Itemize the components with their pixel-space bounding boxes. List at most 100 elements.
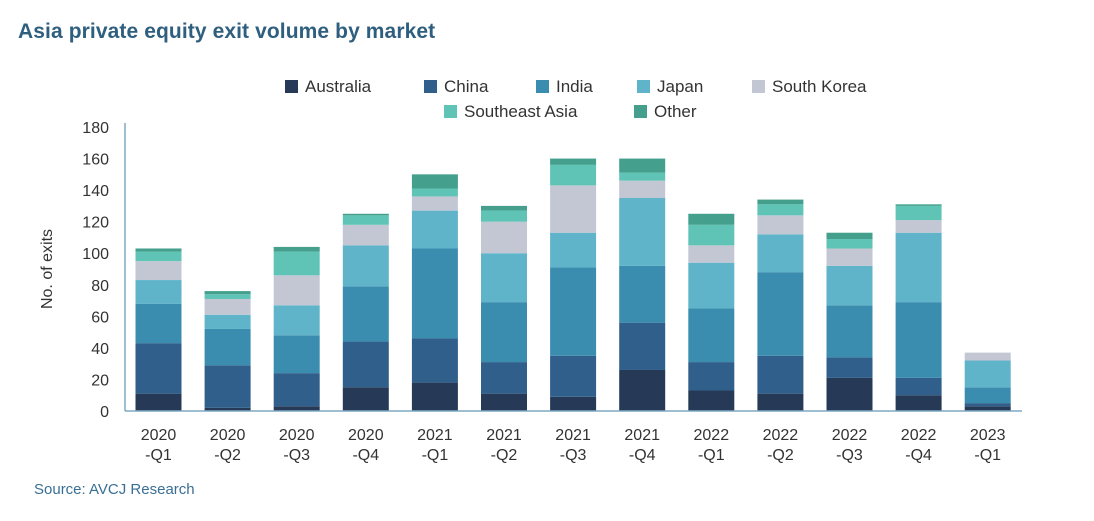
bar-japan-2022-q4 bbox=[895, 232, 942, 303]
legend-swatch-china bbox=[424, 80, 437, 93]
y-axis-label: No. of exits bbox=[39, 229, 56, 309]
bar-china-2021-q1 bbox=[411, 338, 458, 383]
bar-other-2021-q2 bbox=[481, 205, 527, 211]
bar-india-2021-q1 bbox=[411, 248, 458, 339]
bar-japan-2023-q1 bbox=[964, 360, 1011, 388]
legend-label-china: China bbox=[444, 77, 489, 96]
legend-swatch-japan bbox=[637, 80, 650, 93]
legend-label-southeast-asia: Southeast Asia bbox=[464, 102, 578, 121]
x-tick-label: 2021 bbox=[417, 427, 453, 444]
x-tick-label: -Q3 bbox=[560, 447, 587, 464]
bar-other-2022-q4 bbox=[895, 204, 942, 206]
bar-south-korea-2023-q1 bbox=[964, 352, 1011, 361]
bar-japan-2022-q1 bbox=[688, 262, 735, 309]
bar-india-2022-q1 bbox=[688, 308, 735, 363]
legend-label-other: Other bbox=[654, 102, 697, 121]
bar-china-2020-q3 bbox=[273, 373, 320, 407]
x-tick-label: -Q2 bbox=[491, 447, 518, 464]
bar-south-korea-2021-q2 bbox=[481, 221, 527, 254]
bar-other-2022-q3 bbox=[826, 232, 873, 240]
y-tick-label: 120 bbox=[82, 215, 109, 232]
y-tick-label: 140 bbox=[82, 183, 109, 200]
bar-australia-2020-q4 bbox=[342, 387, 389, 411]
x-axis: 2020 -Q1 2020 -Q2 2020 -Q3 2020 -Q4 2021 -Q1 2021 -… bbox=[125, 410, 1022, 464]
x-tick-label: -Q4 bbox=[905, 447, 932, 464]
legend-label-australia: Australia bbox=[305, 77, 372, 96]
legend-swatch-australia bbox=[285, 80, 298, 93]
x-tick-label: 2020 bbox=[141, 427, 177, 444]
bar-australia-2022-q2 bbox=[757, 393, 804, 411]
y-tick-label: 80 bbox=[91, 278, 109, 295]
bar-australia-2021-q2 bbox=[481, 393, 527, 411]
source-note: Source: AVCJ Research bbox=[34, 481, 195, 498]
bar-south-korea-2021-q3 bbox=[550, 185, 597, 233]
x-tick-label: 2022 bbox=[763, 427, 799, 444]
bar-other-2020-q1 bbox=[135, 248, 182, 252]
bar-japan-2021-q1 bbox=[411, 210, 458, 249]
x-tick-label: -Q3 bbox=[836, 447, 863, 464]
x-tick-label: -Q3 bbox=[283, 447, 310, 464]
x-tick-label: 2022 bbox=[694, 427, 730, 444]
bar-south-korea-2020-q4 bbox=[342, 224, 389, 246]
y-axis: 0 20 40 60 80 100 120 140 160 180 No. of exits bbox=[39, 120, 126, 421]
x-tick-label: -Q1 bbox=[974, 447, 1001, 464]
bar-japan-2020-q3 bbox=[273, 305, 320, 336]
legend: Australia China India Japan South Korea South… bbox=[285, 77, 867, 121]
x-tick-label: -Q2 bbox=[214, 447, 241, 464]
bar-australia-2020-q2 bbox=[204, 407, 251, 411]
bar-china-2020-q1 bbox=[135, 343, 182, 394]
bar-japan-2021-q2 bbox=[481, 253, 527, 303]
y-tick-label: 40 bbox=[91, 341, 109, 358]
bar-india-2020-q2 bbox=[204, 328, 251, 366]
bar-south-korea-2021-q1 bbox=[411, 196, 458, 211]
bar-south-korea-2022-q2 bbox=[757, 215, 804, 235]
bar-china-2020-q2 bbox=[204, 365, 251, 408]
bar-southeast-asia-2020-q3 bbox=[273, 251, 320, 276]
bar-other-2020-q2 bbox=[204, 291, 251, 295]
bar-india-2021-q2 bbox=[481, 302, 527, 363]
bar-other-2021-q3 bbox=[550, 158, 597, 165]
bar-other-2022-q2 bbox=[757, 199, 804, 205]
bar-south-korea-2022-q1 bbox=[688, 245, 735, 263]
bar-south-korea-2020-q1 bbox=[135, 261, 182, 281]
bar-japan-2020-q2 bbox=[204, 314, 251, 329]
x-tick-label: -Q4 bbox=[352, 447, 379, 464]
bar-southeast-asia-2022-q4 bbox=[895, 205, 942, 221]
legend-swatch-other bbox=[634, 105, 647, 118]
x-tick-label: 2020 bbox=[210, 427, 246, 444]
bar-south-korea-2022-q4 bbox=[895, 220, 942, 233]
x-tick-label: 2021 bbox=[624, 427, 660, 444]
legend-label-india: India bbox=[556, 77, 593, 96]
legend-swatch-south-korea bbox=[752, 80, 765, 93]
x-tick-label: -Q1 bbox=[698, 447, 725, 464]
bar-china-2021-q3 bbox=[550, 355, 597, 397]
x-tick-label: 2021 bbox=[486, 427, 522, 444]
bar-other-2020-q4 bbox=[342, 213, 389, 216]
bar-south-korea-2022-q3 bbox=[826, 248, 873, 266]
bar-japan-2020-q4 bbox=[342, 245, 389, 287]
x-tick-label: 2021 bbox=[555, 427, 591, 444]
bar-china-2020-q4 bbox=[342, 341, 389, 388]
bar-japan-2021-q3 bbox=[550, 232, 597, 268]
bar-india-2020-q4 bbox=[342, 286, 389, 342]
bar-india-2022-q2 bbox=[757, 272, 804, 356]
bar-south-korea-2020-q2 bbox=[204, 298, 251, 315]
x-tick-label: -Q4 bbox=[629, 447, 656, 464]
bar-southeast-asia-2021-q3 bbox=[550, 164, 597, 186]
bar-japan-2022-q2 bbox=[757, 234, 804, 273]
bar-australia-2021-q4 bbox=[619, 369, 666, 411]
y-tick-label: 60 bbox=[91, 309, 109, 326]
bar-southeast-asia-2020-q1 bbox=[135, 251, 182, 262]
x-tick-label: -Q2 bbox=[767, 447, 794, 464]
legend-label-south-korea: South Korea bbox=[772, 77, 867, 96]
bar-india-2020-q3 bbox=[273, 335, 320, 374]
bar-china-2023-q1 bbox=[964, 403, 1011, 407]
bar-india-2021-q4 bbox=[619, 265, 666, 323]
x-tick-label: 2020 bbox=[348, 427, 384, 444]
x-tick-label: -Q1 bbox=[145, 447, 172, 464]
bar-india-2022-q3 bbox=[826, 305, 873, 358]
bar-australia-2021-q3 bbox=[550, 396, 597, 411]
bar-australia-2022-q3 bbox=[826, 377, 873, 411]
y-tick-label: 0 bbox=[100, 404, 109, 421]
bar-india-2022-q4 bbox=[895, 302, 942, 378]
